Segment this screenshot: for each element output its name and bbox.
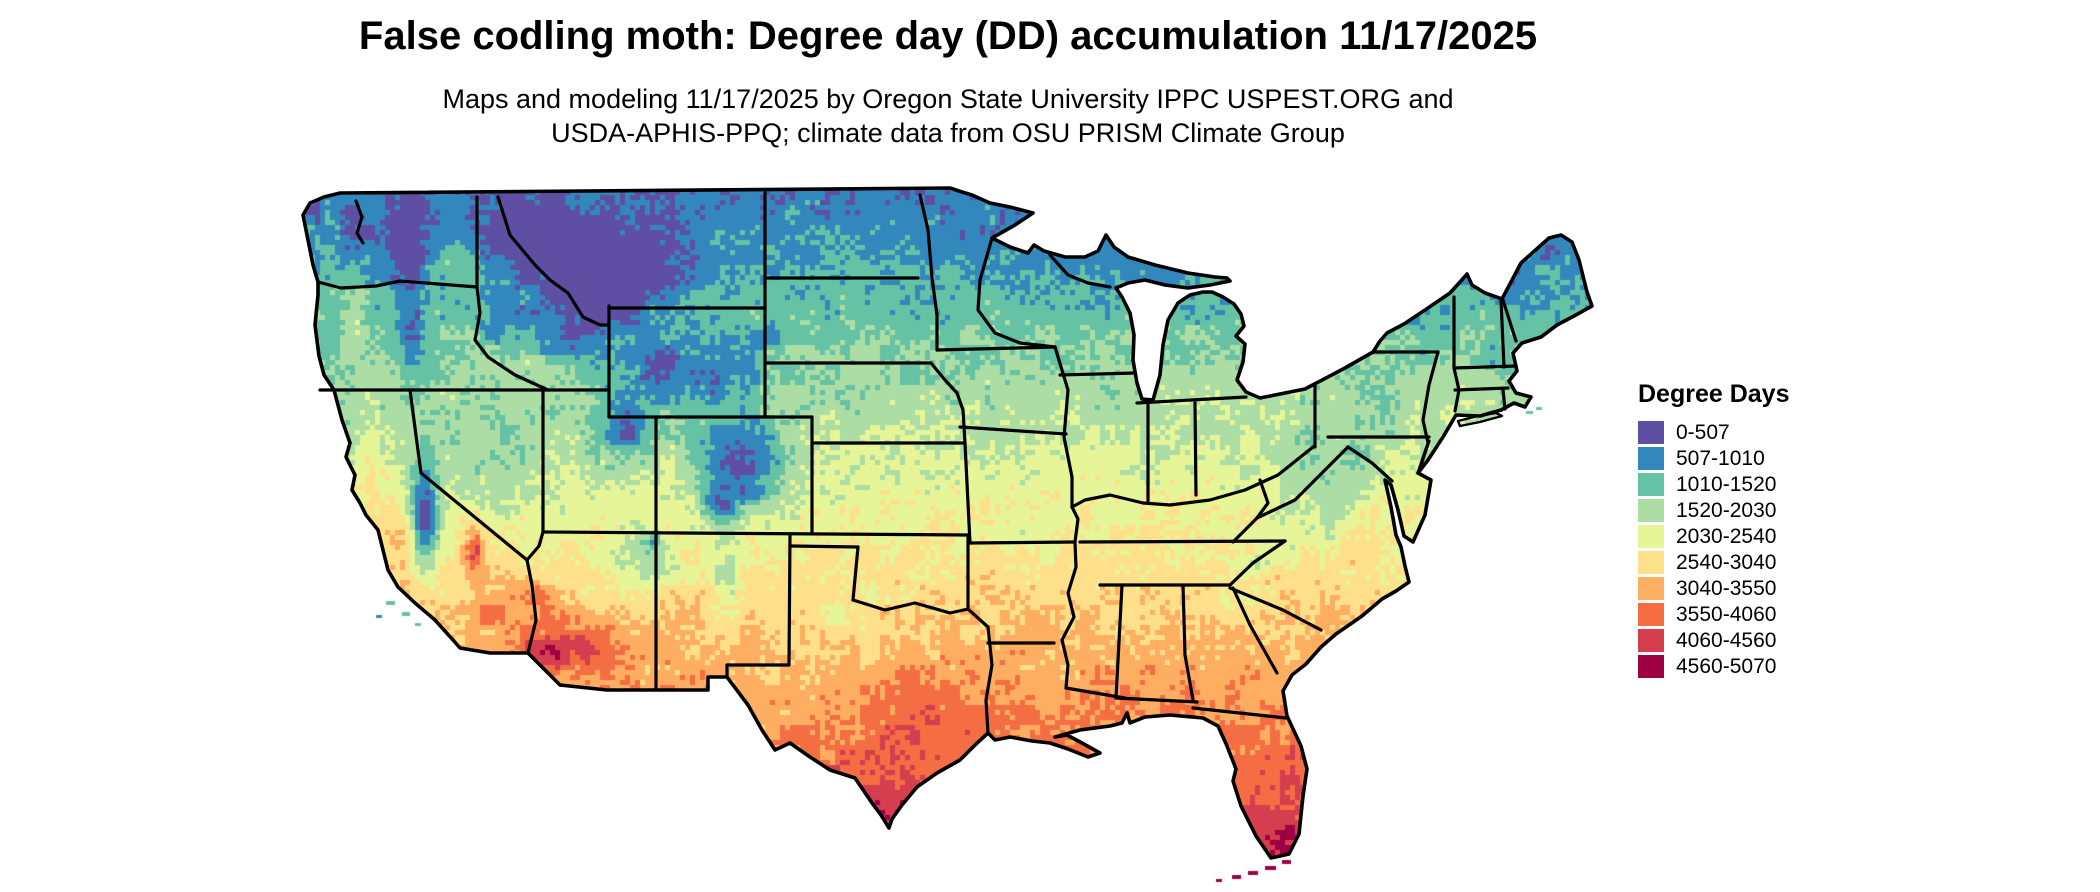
border-line	[1346, 445, 1394, 483]
legend-swatch	[1638, 499, 1664, 522]
legend-label: 2030-2540	[1676, 524, 1777, 548]
border-line	[1255, 445, 1350, 520]
legend-row: 1010-1520	[1638, 473, 1789, 496]
map-title: False codling moth: Degree day (DD) accu…	[358, 14, 1538, 58]
border-line	[1060, 505, 1080, 690]
border-line	[1228, 539, 1287, 587]
border-line	[525, 530, 545, 562]
legend-label: 507-1010	[1676, 446, 1765, 470]
border-line	[1231, 586, 1279, 675]
border-line	[1058, 371, 1137, 377]
legend-label: 4560-5070	[1676, 654, 1777, 678]
legend-row: 4560-5070	[1638, 655, 1789, 678]
border-line	[1048, 253, 1112, 289]
border-line	[473, 285, 550, 392]
legend-swatch	[1638, 525, 1664, 548]
border-line	[851, 545, 860, 602]
border-line	[1452, 364, 1518, 370]
border-line	[1053, 345, 1074, 509]
legend-label: 2540-3040	[1676, 550, 1777, 574]
border-line	[408, 388, 529, 562]
border-line	[935, 345, 1057, 352]
border-line	[525, 558, 538, 655]
state-borders-overlay	[301, 186, 1594, 860]
legend-swatch	[1638, 421, 1664, 444]
legend-label: 1010-1520	[1676, 472, 1777, 496]
legend-label: 0-507	[1676, 420, 1730, 444]
border-line	[918, 193, 934, 280]
border-line	[1501, 298, 1518, 343]
border-line	[968, 540, 1077, 545]
border-line	[316, 279, 479, 290]
border-line	[1453, 386, 1510, 392]
subtitle-line-2: USDA-APHIS-PPQ; climate data from OSU PR…	[551, 118, 1345, 148]
legend-row: 3550-4060	[1638, 603, 1789, 626]
border-line	[958, 425, 1068, 436]
legend-swatch	[1638, 629, 1664, 652]
border-line	[930, 276, 939, 352]
border-line	[1135, 395, 1248, 405]
legend-swatch	[1638, 447, 1664, 470]
border-line	[1255, 478, 1270, 520]
legend-swatch	[1638, 473, 1664, 496]
border-line	[851, 598, 970, 615]
border-line	[354, 199, 365, 245]
legend-swatch	[1638, 603, 1664, 626]
border-line	[541, 530, 970, 537]
border-line	[1416, 350, 1440, 475]
legend-row: 2540-3040	[1638, 551, 1789, 574]
map-subtitle: Maps and modeling 11/17/2025 by Oregon S…	[0, 82, 1896, 150]
border-line	[963, 441, 972, 545]
border-line	[1114, 696, 1199, 704]
legend-swatch	[1638, 655, 1664, 678]
border-line	[1456, 411, 1504, 428]
legend-row: 0-507	[1638, 421, 1789, 444]
legend-row: 507-1010	[1638, 447, 1789, 470]
legend-swatch	[1638, 577, 1664, 600]
border-line	[966, 607, 990, 629]
border-line	[984, 625, 994, 735]
border-line	[1193, 401, 1198, 497]
border-line	[1181, 583, 1195, 702]
border-line	[929, 361, 967, 445]
border-line	[496, 195, 611, 327]
legend-row: 2030-2540	[1638, 525, 1789, 548]
border-line	[1231, 516, 1259, 544]
legend-label: 4060-4560	[1676, 628, 1777, 652]
border-line	[725, 533, 792, 679]
border-line	[1228, 586, 1323, 632]
border-line	[1114, 583, 1124, 700]
legend-row: 4060-4560	[1638, 629, 1789, 652]
degree-days-legend: Degree Days 0-507 507-1010 1010-1520 152…	[1638, 380, 1789, 681]
border-line	[1452, 295, 1461, 413]
border-line	[1070, 445, 1315, 509]
legend-swatch	[1638, 551, 1664, 574]
subtitle-line-1: Maps and modeling 11/17/2025 by Oregon S…	[442, 84, 1454, 114]
border-line	[788, 544, 860, 549]
legend-label: 3040-3550	[1676, 576, 1777, 600]
legend-row: 1520-2030	[1638, 499, 1789, 522]
border-line	[1501, 388, 1507, 411]
border-line	[976, 236, 1057, 349]
border-line	[301, 186, 1594, 860]
border-line	[1078, 539, 1287, 544]
legend-title: Degree Days	[1638, 380, 1790, 408]
legend-row: 3040-3550	[1638, 577, 1789, 600]
us-degree-day-map	[300, 185, 1600, 885]
border-line	[1499, 298, 1506, 369]
legend-label: 3550-4060	[1676, 602, 1777, 626]
border-line	[1191, 706, 1288, 720]
border-line	[1418, 439, 1431, 470]
legend-label: 1520-2030	[1676, 498, 1777, 522]
